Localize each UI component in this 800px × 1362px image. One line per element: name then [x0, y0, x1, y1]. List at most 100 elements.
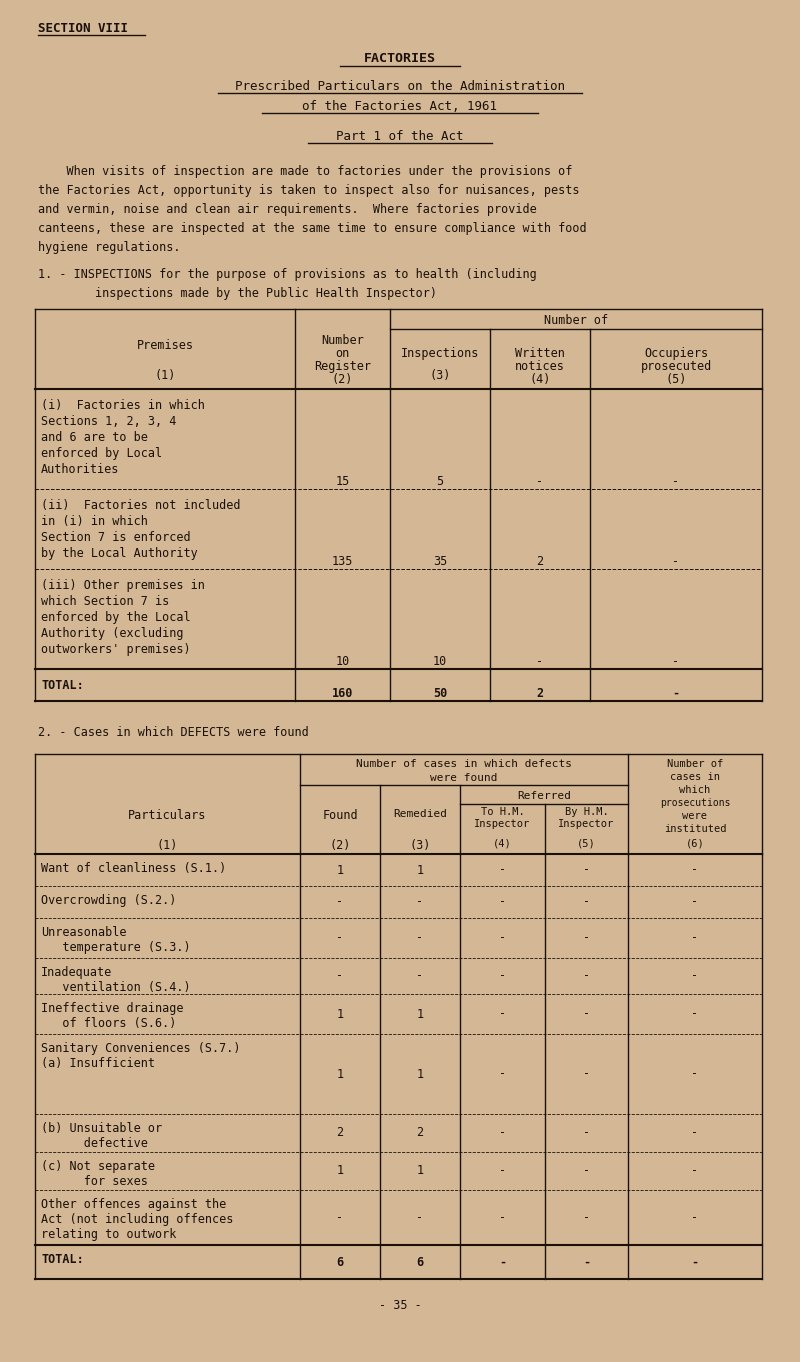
Text: Ineffective drainage: Ineffective drainage — [41, 1002, 183, 1015]
Text: 2: 2 — [337, 1126, 343, 1140]
Text: enforced by Local: enforced by Local — [41, 447, 162, 460]
Text: -: - — [691, 1068, 698, 1080]
Text: (5): (5) — [577, 839, 596, 849]
Text: were found: were found — [430, 774, 498, 783]
Text: -: - — [499, 1211, 506, 1224]
Text: Overcrowding (S.2.): Overcrowding (S.2.) — [41, 893, 176, 907]
Text: 1: 1 — [417, 1068, 423, 1080]
Text: -: - — [583, 1068, 590, 1080]
Text: -: - — [583, 932, 590, 944]
Text: -: - — [337, 932, 343, 944]
Text: on: on — [335, 347, 350, 360]
Text: 1: 1 — [417, 1165, 423, 1178]
Text: Want of cleanliness (S.1.): Want of cleanliness (S.1.) — [41, 862, 226, 874]
Text: defective: defective — [41, 1137, 148, 1150]
Text: -: - — [499, 1165, 506, 1178]
Text: outworkers' premises): outworkers' premises) — [41, 643, 190, 656]
Text: (c) Not separate: (c) Not separate — [41, 1160, 155, 1173]
Text: 1: 1 — [337, 1165, 343, 1178]
Text: -: - — [583, 970, 590, 982]
Text: (b) Unsuitable or: (b) Unsuitable or — [41, 1122, 162, 1135]
Text: (4): (4) — [493, 839, 512, 849]
Text: ventilation (S.4.): ventilation (S.4.) — [41, 981, 190, 994]
Text: (2): (2) — [332, 373, 353, 385]
Text: 2. - Cases in which DEFECTS were found: 2. - Cases in which DEFECTS were found — [38, 726, 309, 740]
Text: Number of: Number of — [544, 315, 608, 327]
Text: Inspections: Inspections — [401, 347, 479, 360]
Text: prosecutions: prosecutions — [660, 798, 730, 808]
Text: enforced by the Local: enforced by the Local — [41, 612, 190, 624]
Text: -: - — [499, 1256, 506, 1268]
Text: Sanitary Conveniences (S.7.): Sanitary Conveniences (S.7.) — [41, 1042, 241, 1056]
Text: -: - — [691, 1211, 698, 1224]
Text: hygiene regulations.: hygiene regulations. — [38, 241, 181, 253]
Text: (iii) Other premises in: (iii) Other premises in — [41, 579, 205, 592]
Text: of the Factories Act, 1961: of the Factories Act, 1961 — [302, 99, 498, 113]
Text: cases in: cases in — [670, 772, 720, 782]
Text: for sexes: for sexes — [41, 1175, 148, 1188]
Text: instituted: instituted — [664, 824, 726, 834]
Text: -: - — [583, 1211, 590, 1224]
Text: 15: 15 — [335, 475, 350, 488]
Text: -: - — [499, 895, 506, 908]
Text: (1): (1) — [154, 369, 176, 381]
Text: temperature (S.3.): temperature (S.3.) — [41, 941, 190, 953]
Text: 1: 1 — [417, 864, 423, 877]
Text: and 6 are to be: and 6 are to be — [41, 430, 148, 444]
Text: Inadequate: Inadequate — [41, 966, 112, 979]
Text: 1: 1 — [417, 1008, 423, 1020]
Text: -: - — [499, 1126, 506, 1140]
Text: To H.M.: To H.M. — [481, 808, 524, 817]
Text: TOTAL:: TOTAL: — [41, 680, 84, 692]
Text: Particulars: Particulars — [128, 809, 206, 823]
Text: Unreasonable: Unreasonable — [41, 926, 126, 938]
Text: -: - — [691, 1126, 698, 1140]
Text: Authorities: Authorities — [41, 463, 119, 475]
Text: Remedied: Remedied — [393, 809, 447, 819]
Text: which Section 7 is: which Section 7 is — [41, 595, 170, 607]
Text: -: - — [673, 475, 679, 488]
Text: -: - — [583, 1165, 590, 1178]
Text: -: - — [583, 895, 590, 908]
Text: 1. - INSPECTIONS for the purpose of provisions as to health (including: 1. - INSPECTIONS for the purpose of prov… — [38, 268, 537, 281]
Text: 1: 1 — [337, 1008, 343, 1020]
Text: 2: 2 — [417, 1126, 423, 1140]
Text: Referred: Referred — [517, 791, 571, 801]
Text: Register: Register — [314, 360, 371, 373]
Text: -: - — [337, 970, 343, 982]
Text: -: - — [499, 864, 506, 877]
Text: 35: 35 — [433, 554, 447, 568]
Text: by the Local Authority: by the Local Authority — [41, 548, 198, 560]
Text: -: - — [691, 932, 698, 944]
Text: -: - — [499, 932, 506, 944]
Text: -: - — [583, 1126, 590, 1140]
Text: 5: 5 — [437, 475, 443, 488]
Text: Section 7 is enforced: Section 7 is enforced — [41, 531, 190, 543]
Text: -: - — [691, 1008, 698, 1020]
Text: (3): (3) — [430, 369, 450, 381]
Text: -: - — [537, 655, 543, 667]
Text: SECTION VIII: SECTION VIII — [38, 22, 128, 35]
Text: -: - — [499, 1068, 506, 1080]
Text: By H.M.: By H.M. — [565, 808, 608, 817]
Text: -: - — [337, 895, 343, 908]
Text: 10: 10 — [335, 655, 350, 667]
Text: canteens, these are inspected at the same time to ensure compliance with food: canteens, these are inspected at the sam… — [38, 222, 586, 236]
Text: -: - — [673, 655, 679, 667]
Text: (i)  Factories in which: (i) Factories in which — [41, 399, 205, 411]
Text: Written: Written — [515, 347, 565, 360]
Text: were: were — [682, 810, 707, 821]
Text: -: - — [691, 1165, 698, 1178]
Text: -: - — [417, 970, 423, 982]
Text: -: - — [337, 1211, 343, 1224]
Text: (a) Insufficient: (a) Insufficient — [41, 1057, 155, 1071]
Text: Part 1 of the Act: Part 1 of the Act — [336, 129, 464, 143]
Text: Number of cases in which defects: Number of cases in which defects — [356, 759, 572, 770]
Text: -: - — [583, 1256, 590, 1268]
Text: Premises: Premises — [137, 339, 194, 351]
Text: - 35 -: - 35 - — [378, 1299, 422, 1312]
Text: 2: 2 — [537, 554, 543, 568]
Text: which: which — [679, 785, 710, 795]
Text: When visits of inspection are made to factories under the provisions of: When visits of inspection are made to fa… — [38, 165, 572, 178]
Text: TOTAL:: TOTAL: — [41, 1253, 84, 1267]
